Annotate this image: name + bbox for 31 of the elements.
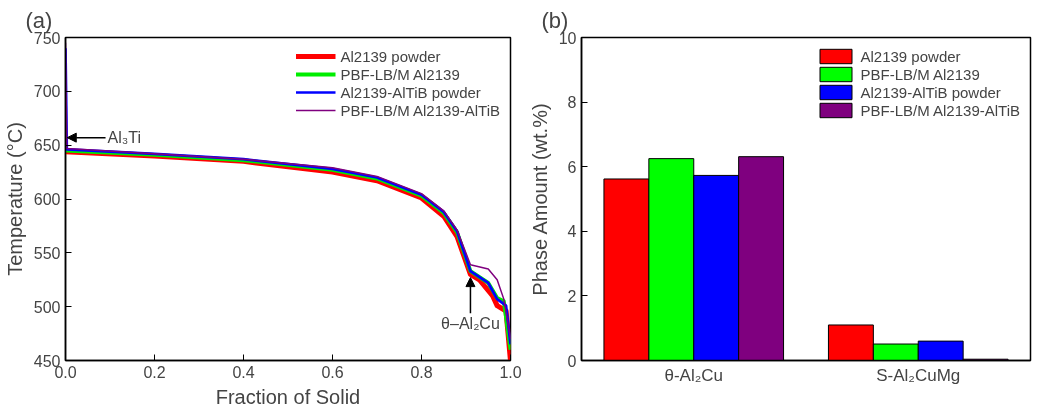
x-tick-label: 1.0	[499, 363, 522, 381]
x-axis-title: Fraction of Solid	[215, 385, 361, 408]
legend-label: Al2139 powder	[860, 47, 961, 65]
x-tick-label: 0.6	[321, 363, 344, 381]
y-tick-label: 8	[567, 94, 577, 112]
y-tick-label: 700	[33, 83, 61, 101]
y-tick-label: 600	[33, 191, 61, 208]
legend-label: Al2139-AlTiB powder	[860, 83, 1001, 101]
y-axis-title: Phase Amount (wt.%)	[528, 103, 551, 296]
y-tick-label: 650	[33, 137, 61, 155]
legend-label: Al2139 powder	[340, 47, 441, 65]
x-tick-label: 0.4	[232, 363, 255, 381]
y-tick-label: 4	[567, 223, 577, 241]
legend-label: Al2139-AlTiB powder	[340, 83, 481, 101]
legend-label: PBF-LB/M Al2139-AlTiB	[860, 101, 1020, 119]
x-tick-label: S-Al₂CuMg	[876, 365, 961, 385]
annotation: Al₃Ti	[107, 129, 142, 147]
legend-label: PBF-LB/M Al2139	[860, 65, 980, 83]
annotation: θ–Al₂Cu	[441, 315, 500, 333]
y-tick-label: 6	[567, 158, 577, 176]
chart-title: (a)	[25, 7, 53, 33]
y-tick-label: 500	[33, 298, 61, 316]
y-tick-label: 0	[567, 352, 577, 370]
x-tick-label: 0.2	[143, 363, 166, 381]
x-tick-label: θ-Al₂Cu	[664, 365, 724, 385]
y-tick-label: 550	[33, 244, 61, 262]
y-axis-title: Temperature (°C)	[3, 122, 26, 276]
y-tick-label: 2	[567, 287, 577, 305]
legend-label: PBF-LB/M Al2139	[340, 65, 460, 83]
x-tick-label: 0.8	[410, 363, 433, 381]
legend-label: PBF-LB/M Al2139-AlTiB	[340, 101, 500, 119]
